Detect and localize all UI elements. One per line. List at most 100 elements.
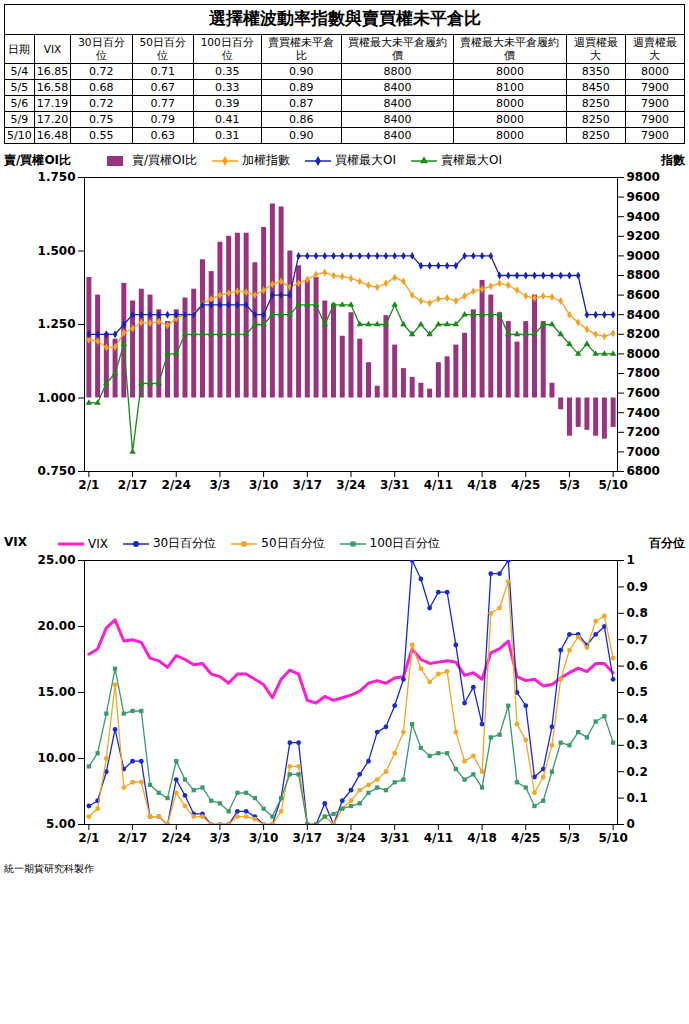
html-text:30日百分位: 30日百分位 [78,36,125,61]
svg-text:4/25: 4/25 [511,478,540,492]
svg-text:9000: 9000 [627,249,660,263]
html-text:賣/買權OI比: 賣/買權OI比 [4,153,72,167]
svg-text:8800: 8800 [627,268,660,282]
svg-text:1.000: 1.000 [38,391,76,405]
svg-text:2/1: 2/1 [78,478,99,492]
svg-text:10.00: 10.00 [38,751,76,765]
svg-text:3/31: 3/31 [380,478,409,492]
html-text:賣權最大未平倉履約價: 賣權最大未平倉履約價 [460,36,560,61]
html-text:0.68: 0.68 [89,81,114,94]
html-text:5/5: 5/5 [10,81,29,94]
svg-text:3/24: 3/24 [336,478,365,492]
svg-text:0: 0 [627,817,635,831]
svg-text:3/3: 3/3 [209,478,230,492]
svg-text:25.00: 25.00 [38,553,76,567]
svg-text:2/24: 2/24 [162,831,191,845]
svg-text:0.7: 0.7 [627,633,648,647]
svg-text:0.4: 0.4 [627,712,648,726]
svg-text:5/10: 5/10 [598,478,627,492]
svg-text:0.9: 0.9 [627,580,648,594]
html-text:選擇權波動率指數與賣買權未平倉比: 選擇權波動率指數與賣買權未平倉比 [208,8,481,28]
html-text:加權指數: 加權指數 [242,153,291,167]
svg-text:2/17: 2/17 [118,831,147,845]
svg-text:20.00: 20.00 [38,619,76,633]
html-text:週賣權最大: 週賣權最大 [632,36,677,61]
svg-text:2/1: 2/1 [78,831,99,845]
svg-text:5/3: 5/3 [559,478,580,492]
svg-text:3/31: 3/31 [380,831,409,845]
svg-text:1.250: 1.250 [38,317,76,331]
html-text:指數: 指數 [661,153,685,167]
html-text:0.90: 0.90 [289,65,314,78]
html-text:百分位: 百分位 [649,536,685,550]
html-text:50日百分位: 50日百分位 [139,36,186,61]
svg-text:15.00: 15.00 [38,685,76,699]
html-text:VIX: VIX [43,42,62,55]
svg-text:8000: 8000 [627,347,660,361]
html-text:30日百分位: 30日百分位 [153,536,217,550]
svg-text:8200: 8200 [627,327,660,341]
html-text:賣權最大OI: 賣權最大OI [441,153,503,167]
svg-text:4/18: 4/18 [467,831,496,845]
html-text:100日百分位: 100日百分位 [369,536,441,550]
svg-text:7600: 7600 [627,386,660,400]
html-text:日期: 日期 [8,42,31,55]
svg-text:9200: 9200 [627,229,660,243]
svg-text:2/17: 2/17 [118,478,147,492]
svg-text:9800: 9800 [627,170,660,184]
svg-text:0.750: 0.750 [38,464,76,478]
svg-text:1.750: 1.750 [38,170,76,184]
svg-text:6800: 6800 [627,464,660,478]
html-text:0.35: 0.35 [215,65,240,78]
svg-text:9600: 9600 [627,190,660,204]
svg-text:8400: 8400 [627,308,660,322]
svg-text:2/24: 2/24 [162,478,191,492]
svg-text:0.3: 0.3 [627,738,648,752]
html-text:週買權最大: 週買權最大 [573,36,618,61]
html-text:16.85: 16.85 [36,65,69,78]
svg-text:3/24: 3/24 [336,831,365,845]
svg-text:5/10: 5/10 [598,831,627,845]
svg-text:1: 1 [627,553,635,567]
svg-text:0.6: 0.6 [627,659,648,673]
svg-text:1.500: 1.500 [38,244,76,258]
svg-text:8600: 8600 [627,288,660,302]
html-text:買權最大OI: 買權最大OI [335,153,397,167]
html-text:0.67: 0.67 [150,81,175,94]
svg-text:3/10: 3/10 [249,831,278,845]
html-text:8800: 8800 [383,65,412,78]
svg-text:0.5: 0.5 [627,685,648,699]
svg-text:3/17: 3/17 [293,831,322,845]
svg-text:0.1: 0.1 [627,791,648,805]
svg-text:7400: 7400 [627,406,660,420]
svg-text:9400: 9400 [627,210,660,224]
html-text:VIX: VIX [88,536,108,551]
html-text:5/4: 5/4 [10,65,29,78]
svg-text:7800: 7800 [627,366,660,380]
html-text:100日百分位: 100日百分位 [200,36,254,61]
svg-text:5/3: 5/3 [559,831,580,845]
svg-text:3/3: 3/3 [209,831,230,845]
html-text:賣買權未平倉比: 賣買權未平倉比 [268,36,335,61]
html-text:16.58: 16.58 [36,81,69,94]
html-text:0.72: 0.72 [89,65,114,78]
html-text:賣/買權OI比: 賣/買權OI比 [132,153,198,167]
svg-text:7200: 7200 [627,425,660,439]
svg-text:3/17: 3/17 [293,478,322,492]
html-text:50日百分位: 50日百分位 [261,536,325,550]
svg-text:4/11: 4/11 [424,831,453,845]
svg-text:0.2: 0.2 [627,765,648,779]
svg-text:4/25: 4/25 [511,831,540,845]
svg-text:3/10: 3/10 [249,478,278,492]
svg-text:0.8: 0.8 [627,606,648,620]
html-text:8350: 8350 [581,65,610,78]
svg-text:4/18: 4/18 [467,478,496,492]
svg-text:7000: 7000 [627,445,660,459]
svg-text:4/11: 4/11 [424,478,453,492]
html-text:8000: 8000 [640,65,669,78]
html-text:0.71: 0.71 [150,65,175,78]
html-text:買權最大未平倉履約價: 買權最大未平倉履約價 [348,36,448,61]
html-text:8000: 8000 [496,65,524,78]
html-text:VIX: VIX [4,535,27,549]
svg-text:5.00: 5.00 [46,817,76,831]
